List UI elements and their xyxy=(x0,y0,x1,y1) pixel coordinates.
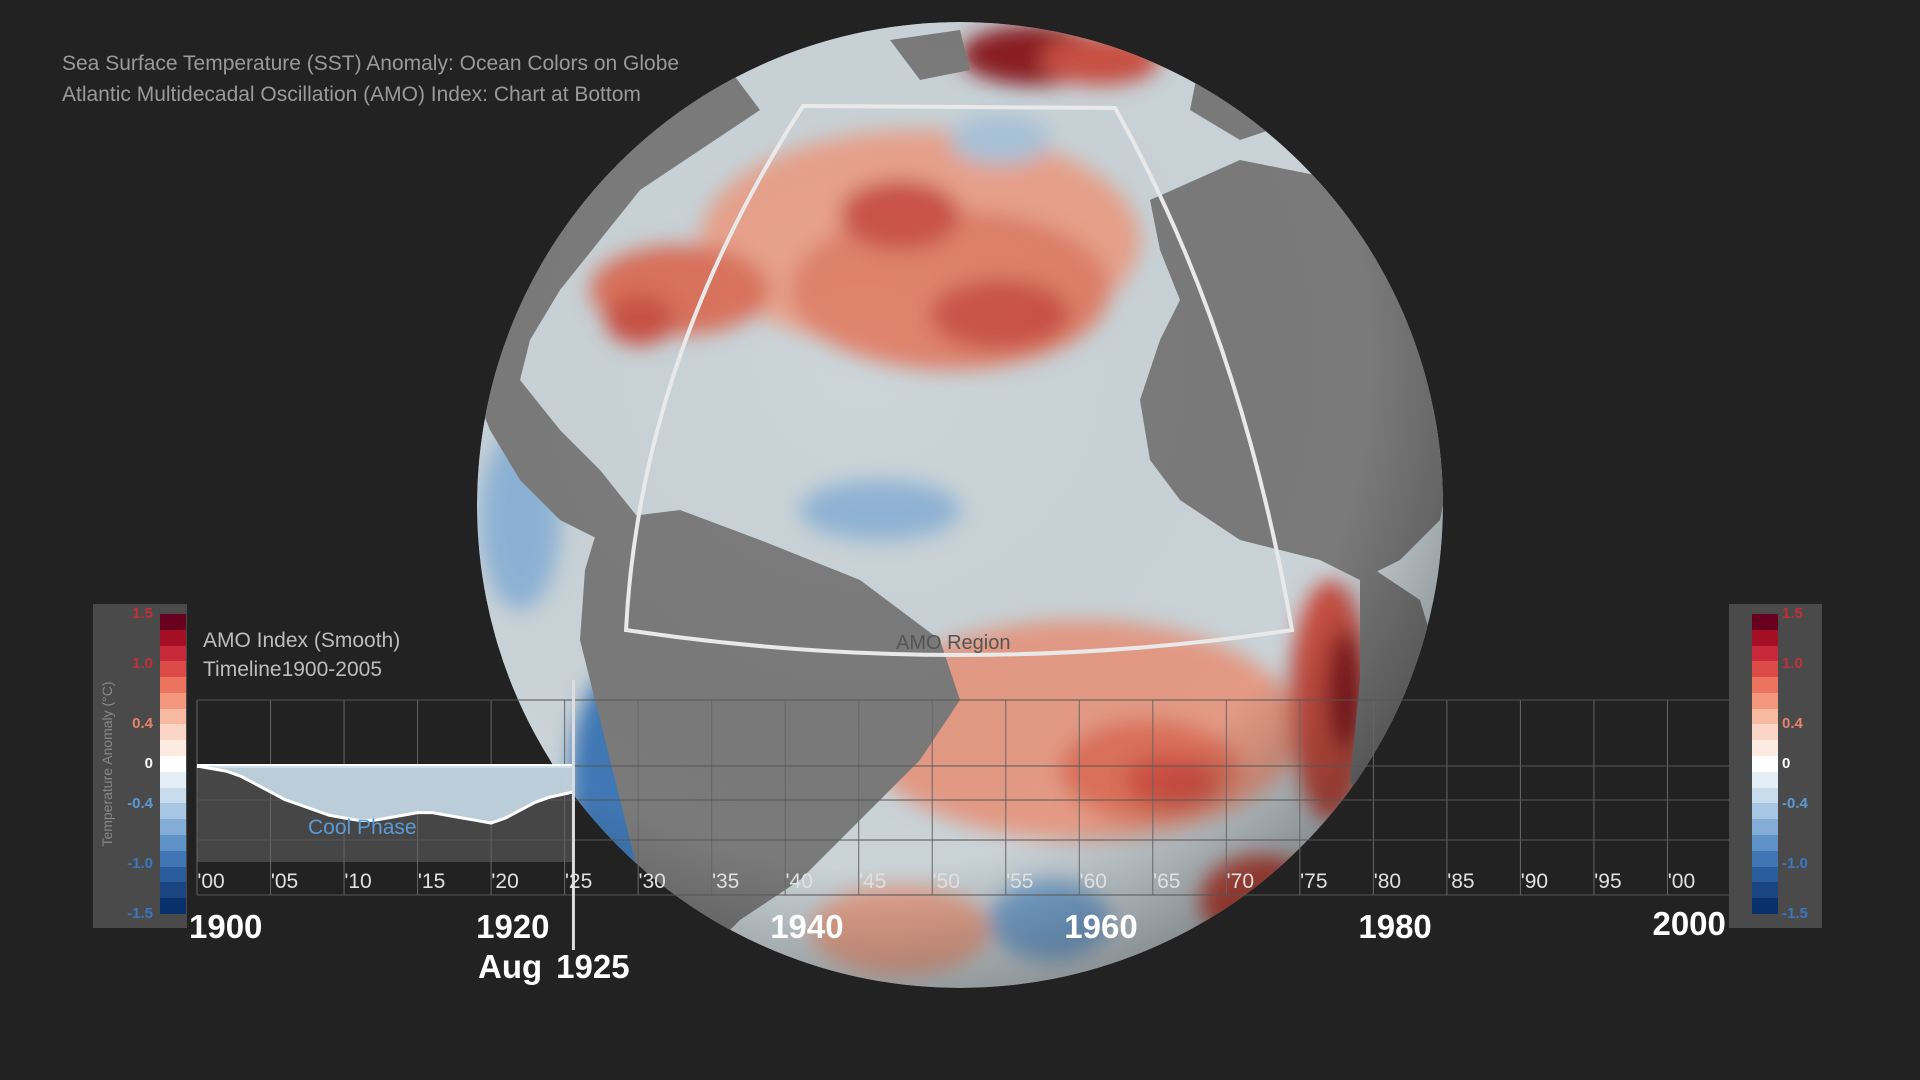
color-scale-band xyxy=(160,614,186,630)
year-tick-label: '80 xyxy=(1374,870,1401,893)
color-scale-tick-label: -0.4 xyxy=(1782,795,1808,812)
header: Sea Surface Temperature (SST) Anomaly: O… xyxy=(62,48,679,110)
decade-label: 1980 xyxy=(1358,908,1432,945)
color-scale-tick-label: 0 xyxy=(1782,755,1791,772)
color-scale-band xyxy=(1752,787,1778,804)
color-scale-band xyxy=(1752,771,1778,788)
year-tick-label: '15 xyxy=(418,870,445,893)
color-scale-band xyxy=(160,898,186,914)
color-scale-band xyxy=(160,740,186,757)
year-tick-label: '10 xyxy=(344,870,371,893)
amo-area xyxy=(197,766,574,824)
chart-title-line2: Timeline1900-2005 xyxy=(203,658,383,681)
color-scale-tick-label: -1.0 xyxy=(1782,855,1808,872)
color-scale-band xyxy=(1752,866,1778,883)
color-scale-tick-label: 1.5 xyxy=(132,605,153,622)
year-tick-label: '45 xyxy=(859,870,886,893)
decade-label: 1940 xyxy=(770,908,844,945)
color-scale-bar-right xyxy=(1752,614,1778,914)
color-scale-band xyxy=(160,866,186,883)
year-tick-label: '05 xyxy=(271,870,298,893)
color-scale-band xyxy=(160,645,186,662)
header-line-amo: Atlantic Multidecadal Oscillation (AMO) … xyxy=(62,83,641,106)
color-scale-band xyxy=(160,771,186,788)
color-scale-band xyxy=(160,661,186,678)
year-tick-label: '85 xyxy=(1447,870,1474,893)
color-scale-band xyxy=(160,692,186,709)
year-tick-label: '55 xyxy=(1006,870,1033,893)
color-scale-bar-left xyxy=(160,614,186,914)
color-scale-band xyxy=(1752,882,1778,899)
phase-label: Cool Phase xyxy=(308,816,417,839)
color-scale-tick-label: -0.4 xyxy=(127,795,153,812)
amo-region-outline xyxy=(623,103,1295,657)
color-scale-band xyxy=(1752,898,1778,914)
year-tick-label: '00 xyxy=(197,870,224,893)
color-scale-tick-label: 1.0 xyxy=(1782,655,1803,672)
year-tick-label: '20 xyxy=(491,870,518,893)
year-tick-label: '90 xyxy=(1521,870,1548,893)
color-scale-band xyxy=(1752,645,1778,662)
color-scale-band xyxy=(1752,756,1778,772)
header-line-sst: Sea Surface Temperature (SST) Anomaly: O… xyxy=(62,52,680,75)
color-scale-tick-label: 0.4 xyxy=(132,715,153,732)
color-scale-left: Temperature Anomaly (°C) 1.5 1.0 0.4 0 -0.4-… xyxy=(93,604,187,928)
color-scale-tick-label: 0.4 xyxy=(1782,715,1803,732)
color-scale-band xyxy=(160,819,186,835)
color-scale-band xyxy=(1752,834,1778,851)
color-scale-tick-label: -1.0 xyxy=(127,855,153,872)
color-scale-band xyxy=(1752,724,1778,741)
color-scale-band xyxy=(1752,614,1778,630)
year-tick-label: '70 xyxy=(1227,870,1254,893)
color-scale-band xyxy=(1752,692,1778,709)
color-scale-band xyxy=(1752,677,1778,693)
chart-title-line1: AMO Index (Smooth) xyxy=(203,629,401,652)
color-scale-band xyxy=(160,724,186,741)
current-date-year: 1925 xyxy=(556,948,630,985)
year-tick-label: '75 xyxy=(1300,870,1327,893)
year-tick-label: '30 xyxy=(638,870,665,893)
year-tick-label: '25 xyxy=(565,870,592,893)
year-tick-label: '35 xyxy=(712,870,739,893)
color-scale-band xyxy=(160,834,186,851)
decade-label: 1960 xyxy=(1064,908,1138,945)
color-scale-band xyxy=(1752,740,1778,757)
color-scale-band xyxy=(1752,819,1778,835)
color-scale-band xyxy=(1752,708,1778,725)
current-date-month: Aug xyxy=(478,948,543,985)
color-scale-tick-label: 0 xyxy=(144,755,153,772)
color-scale-tick-label: -1.5 xyxy=(127,905,153,922)
year-tick-label: '00 xyxy=(1668,870,1695,893)
color-scale-right: 1.5 1.0 0.4 0 -0.4 -1.0 -1.5 xyxy=(1729,604,1822,928)
year-tick-label: '40 xyxy=(786,870,813,893)
decade-label: 2000 xyxy=(1652,905,1726,942)
year-tick-label: '60 xyxy=(1080,870,1107,893)
color-scale-band xyxy=(160,629,186,646)
year-tick-label: '65 xyxy=(1153,870,1180,893)
color-scale-band xyxy=(160,677,186,693)
color-scale-band xyxy=(160,850,186,867)
color-scale-tick-label: -1.5 xyxy=(1782,905,1808,922)
color-scale-band xyxy=(160,708,186,725)
decade-label: 1900 xyxy=(189,908,263,945)
color-scale-band xyxy=(160,803,186,820)
color-scale-tick-label: 1.5 xyxy=(1782,605,1803,622)
color-scale-band xyxy=(160,787,186,804)
amo-line xyxy=(196,764,574,825)
color-scale-band xyxy=(1752,629,1778,646)
color-scale-band xyxy=(160,756,186,772)
chart-title: AMO Index (Smooth) Timeline1900-2005 xyxy=(203,626,400,684)
year-tick-label: '95 xyxy=(1594,870,1621,893)
color-scale-band xyxy=(1752,850,1778,867)
color-scale-band xyxy=(1752,661,1778,678)
color-scale-band xyxy=(1752,803,1778,820)
year-tick-label: '50 xyxy=(933,870,960,893)
color-scale-tick-label: 1.0 xyxy=(132,655,153,672)
color-scale-band xyxy=(160,882,186,899)
decade-label: 1920 xyxy=(476,908,550,945)
amo-region-label: AMO Region xyxy=(896,632,1011,654)
current-date: Aug 1925 xyxy=(478,948,644,986)
